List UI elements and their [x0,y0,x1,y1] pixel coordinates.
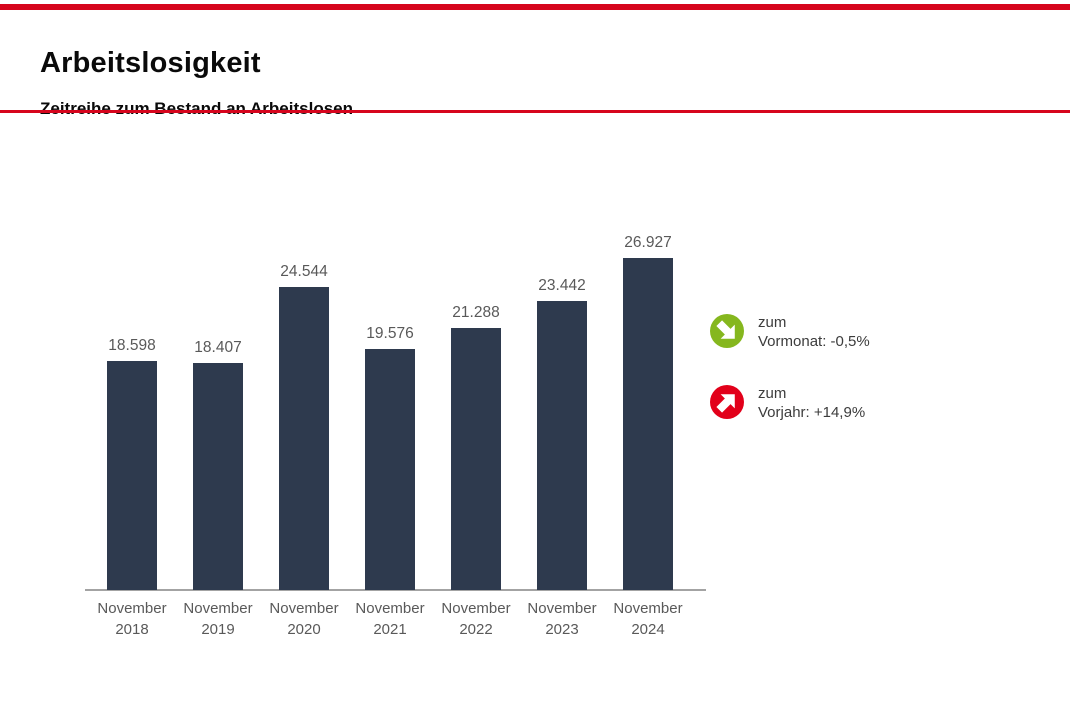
x-axis-label-line: 2019 [201,621,235,638]
x-axis-label: November 2023 [519,598,605,640]
vorjahr-label-line2: Vorjahr: +14,9% [758,404,866,421]
arrow-down-right-icon [710,313,744,348]
bar-value-label: 21.288 [452,304,500,321]
top-red-rule [0,4,1070,10]
bar-slot: 18.598 [89,337,175,590]
bar-value-label: 18.598 [108,337,156,354]
bar-slot: 24.544 [261,263,347,590]
bar [193,363,243,590]
bar-slot: 19.576 [347,325,433,590]
bar-value-label: 26.927 [624,234,672,251]
bar-value-label: 18.407 [194,339,242,356]
bar [365,349,415,590]
x-axis-label-line: 2024 [631,621,665,638]
bar-slot: 18.407 [175,339,261,590]
x-axis-label: November 2022 [433,598,519,640]
x-axis-label-line: 2021 [373,621,407,638]
x-axis-label-line: 2023 [545,621,579,638]
subtitle-red-rule [0,110,1070,113]
x-axis-label: November 2024 [605,598,691,640]
arrow-up-right-icon [710,384,744,419]
trend-indicators: zum Vormonat: -0,5% zum Vorjahr: +14,9% [710,310,870,422]
bar [279,287,329,590]
vorjahr-indicator: zum Vorjahr: +14,9% [710,381,870,422]
bar-slot: 26.927 [605,234,691,590]
bar [623,258,673,590]
vormonat-indicator: zum Vormonat: -0,5% [710,310,870,351]
x-axis-label-line: 2018 [115,621,149,638]
bar [537,301,587,590]
x-axis-label-line: November [527,600,597,617]
vormonat-label-line2: Vormonat: -0,5% [758,333,870,350]
x-axis-line [85,589,706,591]
x-axis-label: November 2019 [175,598,261,640]
bar [451,328,501,590]
x-axis-label-line: 2020 [287,621,321,638]
bar-value-label: 24.544 [280,263,328,280]
x-axis-label-line: November [97,600,167,617]
x-axis-label: November 2020 [261,598,347,640]
x-axis-label-line: November [183,600,253,617]
vormonat-label-line1: zum [758,314,787,331]
x-axis-label: November 2018 [89,598,175,640]
x-axis-label-line: 2022 [459,621,493,638]
page-title: Arbeitslosigkeit [40,47,261,80]
bar-slot: 23.442 [519,277,605,590]
x-axis-label: November 2021 [347,598,433,640]
bar-value-label: 19.576 [366,325,414,342]
x-axis-label-line: November [355,600,425,617]
vorjahr-label: zum Vorjahr: +14,9% [758,381,865,422]
x-axis-label-line: November [269,600,339,617]
bar-value-label: 23.442 [538,277,586,294]
vorjahr-label-line1: zum [758,385,787,402]
bar [107,361,157,590]
x-axis-label-line: November [613,600,683,617]
vormonat-label: zum Vormonat: -0,5% [758,310,870,351]
x-axis-label-line: November [441,600,511,617]
page-subtitle: Zeitreihe zum Bestand an Arbeitslosen [40,99,353,119]
bar-slot: 21.288 [433,304,519,590]
